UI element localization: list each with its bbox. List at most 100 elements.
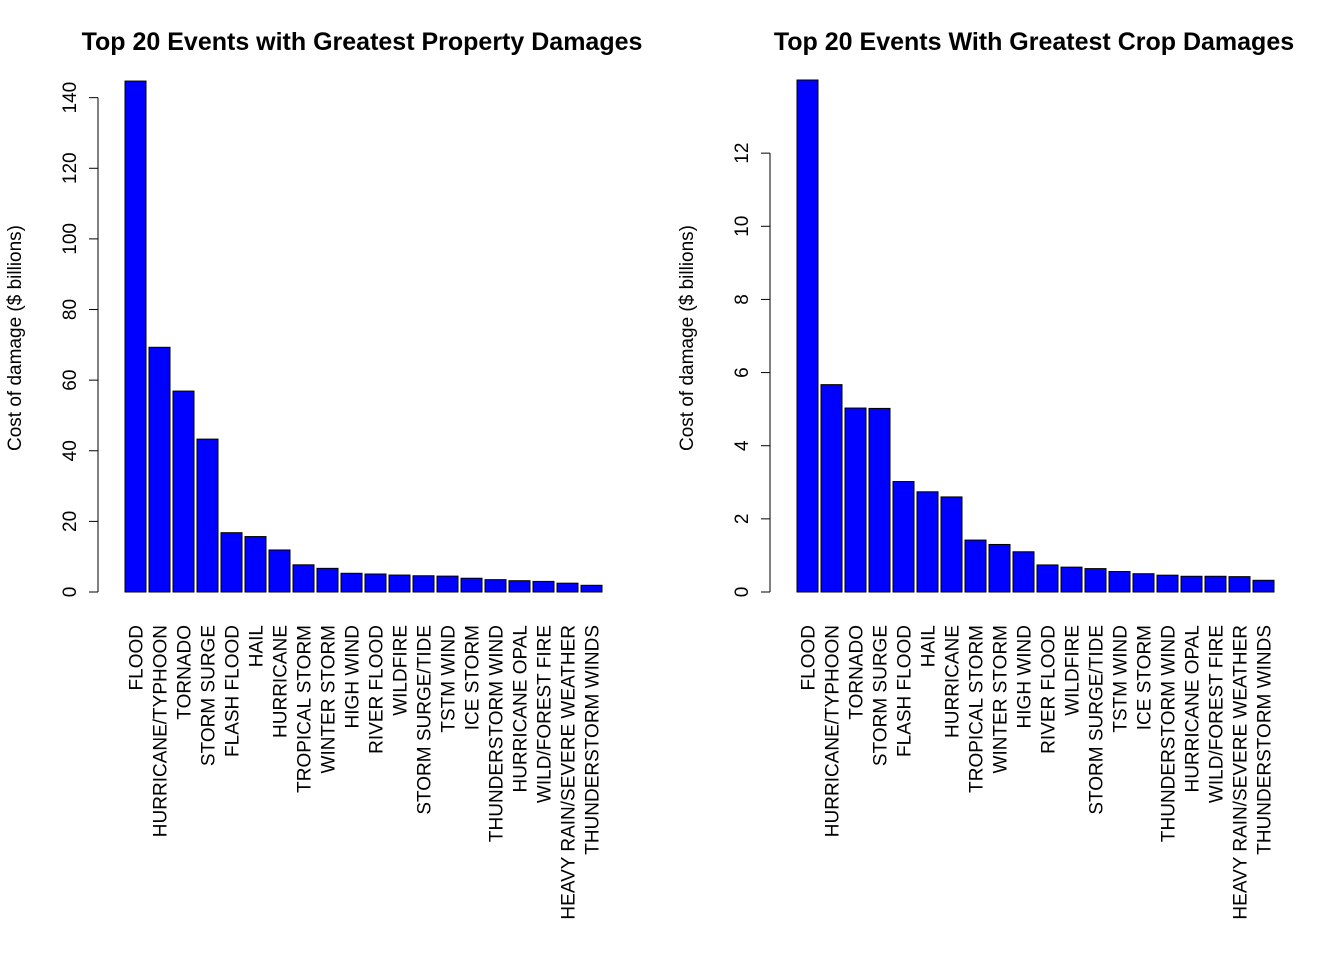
bar — [916, 491, 939, 593]
y-tick-label: 80 — [60, 299, 81, 320]
bar — [892, 481, 915, 593]
category-label: HURRICANE — [271, 625, 292, 738]
category-label: STORM SURGE/TIDE — [1087, 625, 1108, 815]
category-label: RIVER FLOOD — [367, 625, 388, 754]
bar — [292, 564, 315, 593]
bar — [1228, 576, 1251, 593]
y-tick-label: 12 — [732, 143, 753, 164]
y-tick-label: 4 — [732, 440, 753, 451]
category-label: STORM SURGE — [871, 625, 892, 766]
bar — [268, 549, 291, 593]
category-label: WILD/FOREST FIRE — [1207, 625, 1228, 803]
y-axis-label: Cost of damage ($ billions) — [5, 225, 26, 451]
category-label: FLASH FLOOD — [895, 625, 916, 757]
bar — [244, 536, 267, 593]
category-label: ICE STORM — [463, 625, 484, 730]
chart-title: Top 20 Events With Greatest Crop Damages — [774, 28, 1294, 56]
bar — [220, 532, 243, 593]
category-label: WINTER STORM — [991, 625, 1012, 773]
y-tick-label: 20 — [60, 511, 81, 532]
bar — [844, 407, 867, 593]
bar — [988, 543, 1011, 593]
y-tick-label: 0 — [732, 587, 753, 598]
y-tick-label: 60 — [60, 370, 81, 391]
category-label: TORNADO — [175, 625, 196, 720]
category-label: HURRICANE OPAL — [1183, 625, 1204, 793]
category-label: TROPICAL STORM — [295, 625, 316, 793]
y-axis: 0 20 40 60 80 100 120 140 — [60, 82, 99, 598]
category-label: FLOOD — [127, 625, 148, 690]
bar — [556, 582, 579, 593]
crop-damage-chart: Top 20 Events With Greatest Crop Damages… — [677, 28, 1294, 920]
bar — [1012, 551, 1035, 593]
category-label: HURRICANE/TYPHOON — [823, 625, 844, 837]
y-tick-label: 40 — [60, 440, 81, 461]
bar — [1180, 575, 1203, 593]
category-label: THUNDERSTORM WINDS — [583, 625, 604, 855]
bar — [1084, 568, 1107, 593]
bar — [1204, 575, 1227, 593]
bar — [124, 80, 147, 593]
bar — [868, 407, 891, 593]
category-labels: FLOOD HURRICANE/TYPHOON TORNADO STORM SURGE… — [799, 625, 1276, 920]
category-label: HAIL — [247, 625, 268, 667]
y-tick-label: 8 — [732, 294, 753, 305]
category-label: HEAVY RAIN/SEVERE WEATHER — [559, 625, 580, 920]
bar — [412, 575, 435, 593]
y-tick-label: 10 — [732, 216, 753, 237]
y-tick-label: 6 — [732, 367, 753, 378]
category-label: WILD/FOREST FIRE — [535, 625, 556, 803]
bar — [1156, 574, 1179, 593]
category-label: WILDFIRE — [391, 625, 412, 716]
bar — [820, 384, 843, 593]
bar — [436, 575, 459, 593]
bar-series — [124, 80, 603, 593]
bar — [1108, 571, 1131, 593]
bar — [316, 567, 339, 593]
category-label: STORM SURGE/TIDE — [415, 625, 436, 815]
category-label: HEAVY RAIN/SEVERE WEATHER — [1231, 625, 1252, 920]
bar — [796, 79, 819, 593]
category-label: TORNADO — [847, 625, 868, 720]
category-label: ICE STORM — [1135, 625, 1156, 730]
y-tick-label: 0 — [60, 587, 81, 598]
category-label: STORM SURGE — [199, 625, 220, 766]
property-damage-chart: Top 20 Events with Greatest Property Dam… — [5, 28, 642, 920]
category-label: FLOOD — [799, 625, 820, 690]
bar — [964, 539, 987, 593]
chart-title: Top 20 Events with Greatest Property Dam… — [82, 28, 643, 56]
category-label: FLASH FLOOD — [223, 625, 244, 757]
y-tick-label: 100 — [60, 223, 81, 255]
bar — [1252, 579, 1275, 593]
bar — [364, 573, 387, 593]
bar — [580, 584, 603, 593]
category-label: TSTM WIND — [1111, 625, 1132, 733]
bar — [940, 496, 963, 593]
category-label: HIGH WIND — [1015, 625, 1036, 728]
bar — [172, 390, 195, 593]
category-label: HURRICANE/TYPHOON — [151, 625, 172, 837]
bar — [1036, 564, 1059, 593]
category-label: THUNDERSTORM WIND — [487, 625, 508, 842]
category-labels: FLOOD HURRICANE/TYPHOON TORNADO STORM SURGE… — [127, 625, 604, 920]
y-axis-label: Cost of damage ($ billions) — [677, 225, 698, 451]
category-label: RIVER FLOOD — [1039, 625, 1060, 754]
bar — [148, 346, 171, 593]
category-label: THUNDERSTORM WIND — [1159, 625, 1180, 842]
bar — [196, 438, 219, 593]
bar — [460, 577, 483, 593]
category-label: HURRICANE OPAL — [511, 625, 532, 793]
category-label: HURRICANE — [943, 625, 964, 738]
y-axis: 0 2 4 6 8 10 12 — [732, 143, 771, 598]
bar — [532, 580, 555, 593]
category-label: HIGH WIND — [343, 625, 364, 728]
category-label: HAIL — [919, 625, 940, 667]
y-tick-label: 2 — [732, 514, 753, 525]
category-label: WILDFIRE — [1063, 625, 1084, 716]
bar — [388, 574, 411, 593]
category-label: THUNDERSTORM WINDS — [1255, 625, 1276, 855]
category-label: TROPICAL STORM — [967, 625, 988, 793]
bar — [1132, 573, 1155, 593]
category-label: TSTM WIND — [439, 625, 460, 733]
